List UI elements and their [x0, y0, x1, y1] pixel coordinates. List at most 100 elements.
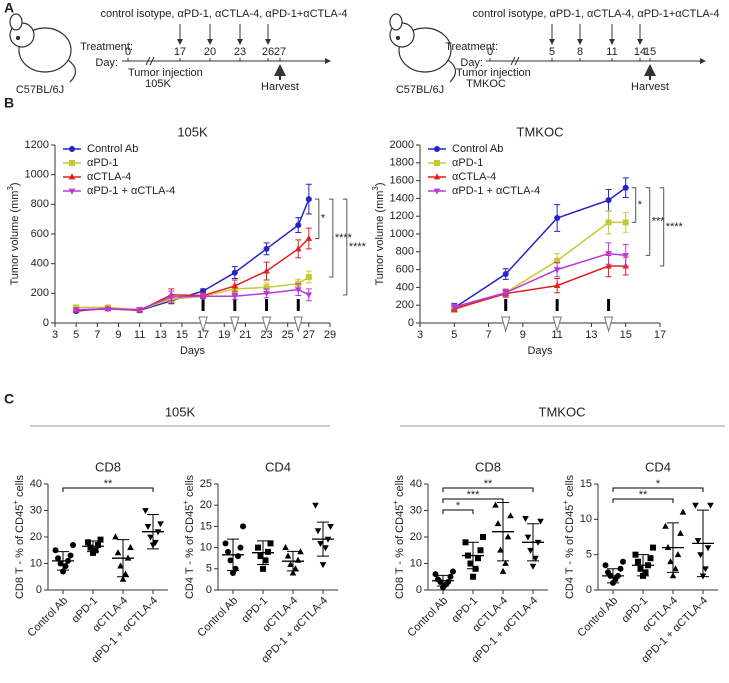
injection-label: Tumor injection — [456, 67, 531, 79]
data-point — [144, 524, 152, 530]
series-line — [453, 187, 627, 309]
sd-bar — [637, 554, 649, 577]
legend-label: Control Ab — [452, 143, 503, 155]
x-tick-label: 29 — [324, 329, 336, 341]
x-tick-label: 21 — [239, 329, 251, 341]
data-point — [553, 267, 561, 274]
data-point — [662, 522, 669, 529]
y-tick-label: 30 — [410, 504, 422, 516]
data-point — [447, 573, 454, 580]
significance-bracket — [62, 487, 154, 492]
data-point — [240, 523, 246, 530]
significance-label: *** — [467, 489, 481, 501]
data-point — [95, 541, 101, 548]
data-point — [432, 571, 439, 578]
chart-title: CD4 — [645, 459, 671, 474]
treatment-arrow — [603, 316, 614, 333]
significance-bracket — [612, 487, 704, 492]
panel-label: A — [4, 0, 14, 16]
day-tick-label: 23 — [234, 46, 246, 58]
x-tick-label: 3 — [417, 329, 423, 341]
data-point — [620, 558, 626, 565]
y-axis-label-part: CD8 T - % of CD45 — [394, 505, 406, 599]
significance-bracket — [328, 198, 334, 278]
significance-label: * — [456, 500, 461, 512]
y-tick-label: 1000 — [390, 228, 414, 240]
y-axis-label-part: cells — [564, 474, 576, 500]
data-point — [257, 553, 264, 560]
y-tick-label: 1800 — [390, 157, 414, 169]
data-point — [231, 293, 239, 300]
injection-label: Tumor injection — [128, 67, 203, 79]
data-point — [263, 245, 270, 252]
y-axis-label-part: + — [11, 500, 20, 505]
y-tick-label: 0 — [408, 317, 414, 329]
data-point — [104, 306, 112, 313]
data-point — [327, 524, 334, 530]
data-point — [62, 563, 69, 570]
significance-label: **** — [335, 232, 353, 244]
sd-bar — [317, 521, 329, 557]
legend-marker — [434, 146, 440, 152]
y-axis-label-part: CD4 T - % of CD45 — [184, 505, 196, 599]
x-tick-label: 5 — [451, 329, 457, 341]
y-tick-label: 0 — [586, 584, 592, 596]
significance-label: ** — [104, 478, 113, 490]
harvest-label: Harvest — [261, 81, 299, 93]
group-title: 105K — [165, 404, 196, 419]
data-point — [445, 579, 451, 586]
y-axis-label: CD4 T - % of CD45+ cells — [181, 474, 196, 599]
data-point — [502, 271, 509, 278]
chart-title: CD8 — [95, 459, 121, 474]
data-point — [67, 552, 74, 559]
y-tick-label: 40 — [30, 478, 42, 490]
data-point — [522, 516, 529, 523]
data-point — [152, 539, 159, 546]
data-point — [117, 562, 124, 569]
data-point — [605, 219, 612, 226]
data-point — [231, 269, 238, 276]
data-point — [222, 540, 229, 547]
data-point — [231, 282, 239, 289]
x-tick-label: 13 — [585, 329, 597, 341]
treatment-arrow — [501, 316, 511, 333]
data-point — [237, 544, 244, 551]
data-point — [322, 545, 329, 552]
sd-bar — [257, 540, 269, 566]
x-tick-label: 15 — [620, 329, 632, 341]
data-point — [554, 214, 561, 221]
data-point — [199, 293, 207, 300]
legend-label: αPD-1 + αCTLA-4 — [87, 185, 175, 197]
data-point — [635, 558, 641, 565]
data-point — [672, 565, 679, 572]
data-point — [72, 307, 80, 314]
data-point — [262, 557, 269, 564]
data-point — [667, 558, 674, 565]
data-point — [119, 575, 127, 582]
data-point — [553, 282, 561, 289]
y-axis-label-part: CD8 T - % of CD45 — [14, 505, 26, 599]
y-axis-label-part: ) — [9, 182, 21, 186]
data-point — [97, 536, 104, 543]
significance-bracket — [645, 187, 651, 256]
sd-bar — [57, 551, 69, 571]
y-axis-label-part: + — [561, 500, 570, 505]
day-tick-label: 27 — [274, 46, 286, 58]
data-point — [450, 304, 458, 311]
day-tick-label: 17 — [174, 46, 186, 58]
y-axis-label-part: ) — [374, 182, 386, 186]
y-axis-label: CD4 T - % of CD45+ cells — [561, 474, 576, 599]
data-point — [122, 570, 129, 577]
y-tick-label: 10 — [30, 557, 42, 569]
y-tick-label: 400 — [31, 258, 49, 270]
x-tick-label: Control Ab — [405, 595, 450, 640]
day-tick-label: 0 — [125, 46, 131, 58]
significance-label: * — [321, 213, 326, 225]
legend-marker — [434, 160, 440, 166]
injection-label: TMKOC — [466, 78, 506, 90]
y-tick-label: 10 — [580, 513, 592, 525]
significance-label: * — [656, 478, 661, 490]
data-point — [295, 222, 302, 229]
y-axis-label-part: 3 — [371, 186, 380, 191]
legend-label: αPD-1 — [87, 157, 118, 169]
